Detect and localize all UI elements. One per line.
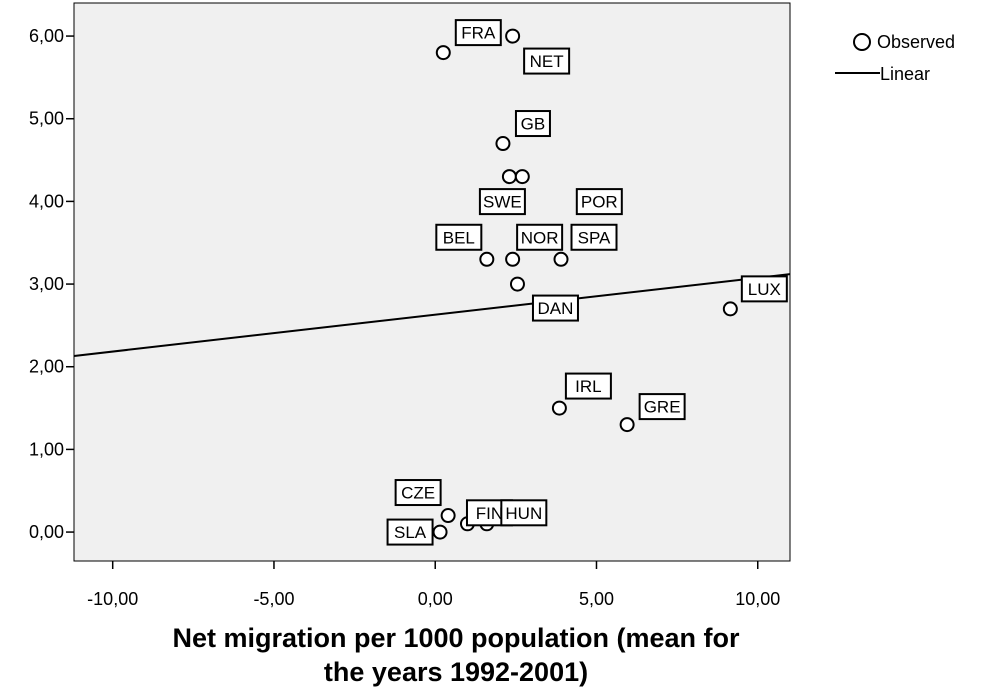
- point-label: SWE: [478, 188, 526, 216]
- x-axis-title: the years 1992-2001): [324, 657, 588, 687]
- point-label: LUX: [740, 275, 788, 303]
- point-label-text: NOR: [521, 228, 559, 247]
- data-point: [722, 301, 738, 317]
- x-axis-title: Net migration per 1000 population (mean …: [172, 623, 740, 653]
- point-label-box: [570, 223, 618, 251]
- y-tick-label: 4,00: [29, 191, 64, 211]
- point-label-text: HUN: [505, 504, 542, 523]
- point-label: NOR: [516, 223, 564, 251]
- data-point: [435, 45, 451, 61]
- point-label-text: SLA: [394, 523, 427, 542]
- point-label-text: GB: [521, 115, 546, 134]
- point-label-box: [564, 372, 612, 400]
- y-tick-label: 1,00: [29, 439, 64, 459]
- point-label: BEL: [435, 223, 483, 251]
- data-point: [505, 28, 521, 44]
- point-label-box: [478, 188, 526, 216]
- x-tick-label: 0,00: [418, 589, 453, 609]
- x-tick-label: 5,00: [579, 589, 614, 609]
- point-label-box: [523, 47, 571, 75]
- x-tick-label: -10,00: [87, 589, 138, 609]
- data-point: [501, 169, 517, 185]
- legend-observed-marker: [853, 33, 871, 51]
- data-point: [495, 136, 511, 152]
- data-point: [479, 251, 495, 267]
- data-point: [514, 169, 530, 185]
- point-label-text: FRA: [461, 24, 496, 43]
- point-label-text: SWE: [483, 193, 522, 212]
- point-label-box: [531, 294, 579, 322]
- point-label-box: [575, 188, 623, 216]
- data-point: [440, 508, 456, 524]
- plot-area: [73, 2, 791, 562]
- point-label-box: [454, 19, 502, 47]
- point-label: SPA: [570, 223, 618, 251]
- y-tick-label: 6,00: [29, 26, 64, 46]
- point-label-text: NET: [530, 52, 564, 71]
- point-label: NET: [523, 47, 571, 75]
- point-label-text: SPA: [578, 228, 611, 247]
- y-tick-label: 2,00: [29, 357, 64, 377]
- point-label: DAN: [531, 294, 579, 322]
- point-label-text: IRL: [575, 377, 601, 396]
- point-label-text: FIN: [476, 504, 503, 523]
- point-label-text: POR: [581, 193, 618, 212]
- point-label-text: CZE: [401, 484, 435, 503]
- data-point: [432, 524, 448, 540]
- point-label: GRE: [638, 393, 686, 421]
- legend-linear-label: Linear: [880, 64, 930, 84]
- y-tick-label: 0,00: [29, 522, 64, 542]
- data-point: [553, 251, 569, 267]
- y-tick-label: 3,00: [29, 274, 64, 294]
- point-label-box: [500, 499, 548, 527]
- data-point: [619, 417, 635, 433]
- data-point: [551, 400, 567, 416]
- point-label-box: [394, 479, 442, 507]
- point-label-text: DAN: [538, 299, 574, 318]
- point-label-box: [740, 275, 788, 303]
- point-label-text: GRE: [644, 398, 681, 417]
- linear-fit-line: [73, 273, 791, 357]
- point-label: GB: [514, 110, 551, 138]
- data-point: [505, 251, 521, 267]
- point-label: IRL: [564, 372, 612, 400]
- x-tick-label: -5,00: [253, 589, 294, 609]
- point-label-box: [386, 518, 434, 546]
- legend-observed-label: Observed: [877, 32, 955, 52]
- point-label: FRA: [454, 19, 502, 47]
- point-label-box: [435, 223, 483, 251]
- y-tick-label: 5,00: [29, 109, 64, 129]
- point-label-box: [514, 110, 551, 138]
- point-label: HUN: [500, 499, 548, 527]
- point-label: POR: [575, 188, 623, 216]
- x-tick-label: 10,00: [735, 589, 780, 609]
- point-label-box: [516, 223, 564, 251]
- point-label-text: LUX: [748, 280, 781, 299]
- point-label: CZE: [394, 479, 442, 507]
- data-point: [509, 276, 525, 292]
- point-label-text: BEL: [443, 228, 475, 247]
- point-label-box: [638, 393, 686, 421]
- point-label: SLA: [386, 518, 434, 546]
